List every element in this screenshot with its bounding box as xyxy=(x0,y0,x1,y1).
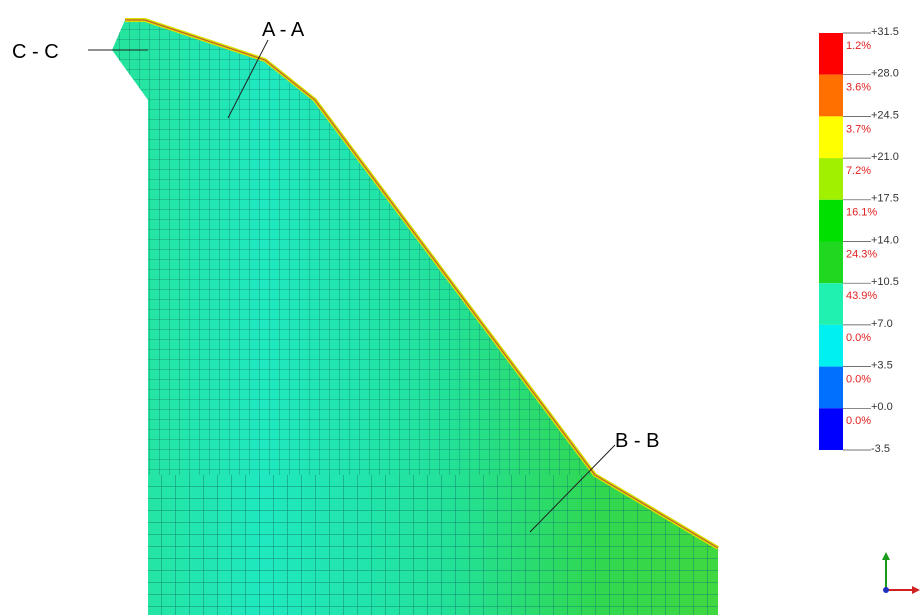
legend-share: 3.7% xyxy=(846,123,871,135)
legend-boundary: +3.5 xyxy=(871,360,893,372)
legend: 1.2% 3.6% 3.7% 7.2% 16.1% 24.3% 43.9% 0.0% 0.0% 0… xyxy=(819,26,899,455)
legend-boundary: +31.5 xyxy=(871,26,899,38)
section-label: A - A xyxy=(262,19,305,41)
legend-share: 0.0% xyxy=(846,332,871,344)
legend-band xyxy=(819,325,843,367)
legend-band xyxy=(819,75,843,117)
legend-boundary: -3.5 xyxy=(871,443,890,455)
legend-band xyxy=(819,200,843,242)
legend-share: 16.1% xyxy=(846,207,877,219)
section-label: C - C xyxy=(12,41,59,63)
legend-boundary: +17.5 xyxy=(871,193,899,205)
legend-band xyxy=(819,116,843,158)
legend-band xyxy=(819,33,843,75)
legend-share: 0.0% xyxy=(846,374,871,386)
legend-share: 0.0% xyxy=(846,415,871,427)
legend-share: 24.3% xyxy=(846,248,877,260)
legend-band xyxy=(819,367,843,409)
legend-boundary: +21.0 xyxy=(871,151,899,163)
legend-share: 3.6% xyxy=(846,82,871,94)
axis-triad xyxy=(882,552,920,594)
legend-band xyxy=(819,408,843,450)
legend-band xyxy=(819,158,843,200)
legend-share: 43.9% xyxy=(846,290,877,302)
legend-share: 7.2% xyxy=(846,165,871,177)
legend-boundary: +10.5 xyxy=(871,276,899,288)
legend-boundary: +14.0 xyxy=(871,234,899,246)
legend-share: 1.2% xyxy=(846,40,871,52)
legend-band xyxy=(819,283,843,325)
mesh-upper xyxy=(112,20,595,475)
viewport: C - C A - A B - B 1.2% 3.6% 3.7% 7.2% 16.1% 2… xyxy=(0,0,921,615)
legend-band xyxy=(819,242,843,284)
legend-boundary: +0.0 xyxy=(871,401,893,413)
section-label: B - B xyxy=(615,430,659,452)
legend-boundary: +28.0 xyxy=(871,68,899,80)
legend-boundary: +24.5 xyxy=(871,109,899,121)
mesh-model xyxy=(112,20,718,615)
legend-boundary: +7.0 xyxy=(871,318,893,330)
